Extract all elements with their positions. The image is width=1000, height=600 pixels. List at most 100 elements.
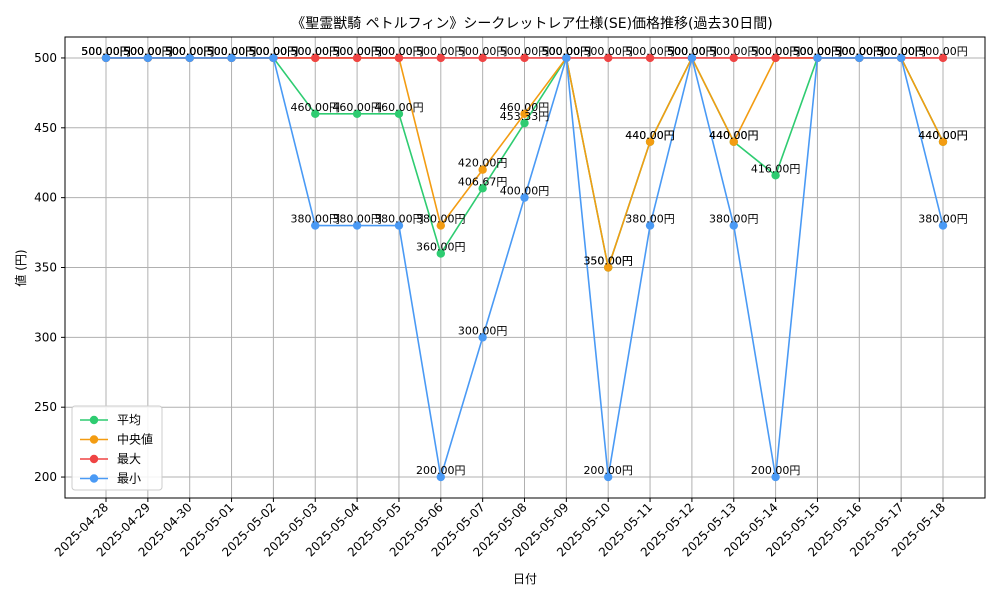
data-point — [478, 53, 487, 63]
data-label: 500.00円 — [123, 45, 173, 58]
data-label: 500.00円 — [542, 45, 592, 58]
data-label: 460.00円 — [500, 101, 550, 114]
data-label: 440.00円 — [625, 129, 675, 142]
data-label: 440.00円 — [709, 129, 759, 142]
y-tick-label: 200 — [34, 470, 57, 484]
legend-box — [71, 405, 163, 491]
data-label: 500.00円 — [458, 45, 508, 58]
data-label: 416.00円 — [751, 162, 801, 175]
data-point — [352, 53, 362, 63]
data-label: 440.00円 — [918, 129, 968, 142]
data-label: 500.00円 — [835, 45, 885, 58]
data-point — [227, 53, 236, 63]
data-label: 350.00円 — [583, 255, 633, 268]
data-point — [436, 472, 445, 482]
data-label: 460.00円 — [332, 101, 382, 114]
data-point — [185, 53, 194, 63]
data-point — [771, 53, 780, 63]
data-label: 500.00円 — [542, 45, 592, 58]
data-point — [394, 221, 404, 230]
data-point — [604, 263, 613, 272]
data-label: 500.00円 — [81, 45, 131, 58]
data-label: 500.00円 — [542, 45, 592, 58]
data-label: 500.00円 — [332, 45, 382, 58]
series-layer — [101, 53, 948, 482]
data-label: 420.00円 — [458, 157, 508, 170]
data-point — [938, 137, 948, 146]
data-label: 440.00円 — [918, 129, 968, 142]
data-label: 500.00円 — [583, 45, 633, 58]
data-label: 500.00円 — [123, 45, 173, 58]
legend-marker — [89, 454, 99, 464]
data-point — [436, 249, 445, 258]
data-point — [645, 53, 655, 63]
data-point — [520, 109, 529, 119]
data-label: 500.00円 — [291, 45, 341, 58]
data-point — [687, 53, 697, 63]
data-label: 460.00円 — [291, 101, 341, 114]
legend-item: 平均 — [80, 413, 141, 427]
data-point — [938, 221, 948, 230]
data-label: 500.00円 — [793, 45, 843, 58]
data-point — [352, 221, 362, 230]
data-label: 500.00円 — [249, 45, 299, 58]
data-label: 500.00円 — [416, 45, 466, 58]
data-label: 460.00円 — [374, 101, 424, 114]
data-label: 380.00円 — [709, 213, 759, 226]
data-point — [645, 221, 655, 230]
data-label: 500.00円 — [81, 45, 131, 58]
data-label: 406.67円 — [458, 175, 508, 188]
data-label: 500.00円 — [207, 45, 257, 58]
data-label: 500.00円 — [249, 45, 299, 58]
data-label: 400.00円 — [500, 185, 550, 198]
data-label: 500.00円 — [667, 45, 717, 58]
data-label: 453.33円 — [500, 110, 550, 123]
data-label: 500.00円 — [751, 45, 801, 58]
data-label: 380.00円 — [416, 213, 466, 226]
data-label: 500.00円 — [165, 45, 215, 58]
legend-label: 中央値 — [117, 432, 153, 447]
data-point — [771, 171, 780, 180]
data-point — [436, 221, 445, 230]
data-point — [729, 221, 738, 230]
data-point — [604, 472, 613, 482]
data-label: 200.00円 — [416, 464, 466, 477]
data-label: 350.00円 — [583, 255, 633, 268]
data-label: 500.00円 — [500, 45, 550, 58]
data-label: 500.00円 — [81, 45, 131, 58]
data-label: 500.00円 — [751, 45, 801, 58]
data-point — [311, 109, 320, 119]
data-point — [729, 137, 738, 146]
data-label: 500.00円 — [667, 45, 717, 58]
data-label: 500.00円 — [207, 45, 257, 58]
data-label: 380.00円 — [332, 213, 382, 226]
data-label: 500.00円 — [876, 45, 926, 58]
data-label: 500.00円 — [291, 45, 341, 58]
data-label: 380.00円 — [625, 213, 675, 226]
data-point — [101, 53, 111, 63]
data-point — [604, 53, 613, 63]
chart-title: 《聖霊獣騎 ペトルフィン》シークレットレア仕様(SE)価格推移(過去30日間) — [291, 16, 773, 32]
data-label: 500.00円 — [542, 45, 592, 58]
data-label: 500.00円 — [876, 45, 926, 58]
data-point — [729, 53, 738, 63]
x-axis-label: 日付 — [513, 572, 537, 586]
legend-marker — [89, 415, 99, 425]
y-tick-label: 400 — [34, 191, 57, 205]
y-tick-label: 350 — [34, 261, 57, 275]
data-point — [394, 109, 404, 119]
data-label: 500.00円 — [374, 45, 424, 58]
data-label: 500.00円 — [207, 45, 257, 58]
y-axis-label: 値 (円) — [13, 249, 28, 286]
data-point — [938, 53, 948, 63]
data-point — [562, 53, 571, 63]
legend-label: 最小 — [117, 472, 141, 486]
data-label: 500.00円 — [667, 45, 717, 58]
data-label: 500.00円 — [835, 45, 885, 58]
data-point — [436, 53, 445, 63]
data-point — [520, 118, 529, 128]
data-labels: 500.00円500.00円500.00円500.00円500.00円460.0… — [81, 45, 968, 477]
data-label: 500.00円 — [165, 45, 215, 58]
